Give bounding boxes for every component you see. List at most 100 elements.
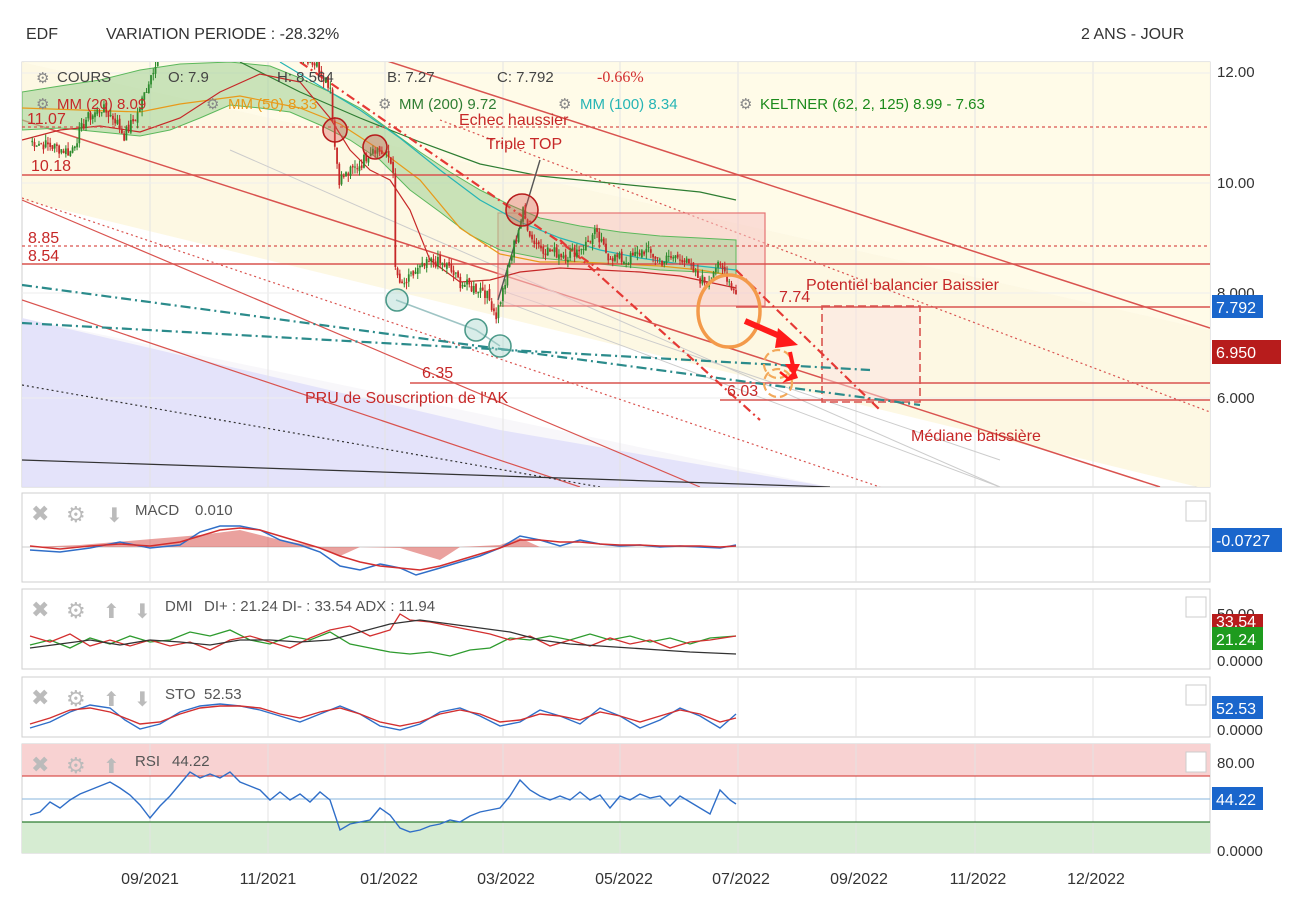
gear-icon[interactable]: ⚙ <box>66 686 86 711</box>
legend-close: C: 7.792 <box>497 69 554 86</box>
candle-body <box>349 166 352 176</box>
gear-icon[interactable]: ⚙ <box>36 70 49 87</box>
candle-body <box>663 261 666 264</box>
panel-checkbox[interactable] <box>1185 751 1207 773</box>
candle-body <box>253 36 255 41</box>
rsi-panel[interactable]: ✖ ⚙ ⬆ RSI 44.22 80.00 0.0000 44.22 <box>21 743 1263 860</box>
gear-icon[interactable]: ⚙ <box>739 96 752 113</box>
legend-mm200: MM (200) 9.72 <box>399 96 497 113</box>
arrow-down-icon[interactable]: ⬇ <box>134 601 151 623</box>
x-tick-label: 11/2021 <box>240 871 297 888</box>
main-price-panel[interactable]: Echec haussier Triple TOP Potentiel bala… <box>21 10 1281 490</box>
candle-body <box>519 221 522 229</box>
candle-body <box>533 240 536 244</box>
dmi-axis-bottom: 0.0000 <box>1217 653 1263 670</box>
close-icon[interactable]: ✖ <box>31 752 49 777</box>
candle-body <box>285 51 287 52</box>
candle-body <box>425 259 428 268</box>
candle-body <box>367 158 370 163</box>
gear-icon[interactable]: ⚙ <box>36 96 49 113</box>
arrow-down-icon[interactable]: ⬇ <box>134 689 151 711</box>
close-icon[interactable]: ✖ <box>31 685 49 710</box>
candle-body <box>318 62 321 73</box>
panel-checkbox[interactable] <box>1185 684 1207 706</box>
channel-mid-line <box>22 199 701 487</box>
close-icon[interactable]: ✖ <box>31 597 49 622</box>
candle-body <box>78 127 81 144</box>
gear-icon[interactable]: ⚙ <box>66 753 86 778</box>
panel-checkbox[interactable] <box>1185 596 1207 618</box>
candle-body <box>269 42 271 43</box>
candle-body <box>674 255 677 259</box>
candle-body <box>627 263 630 265</box>
candle-body <box>575 249 578 257</box>
grey-fan-1 <box>229 149 1001 487</box>
candle-body <box>672 257 675 259</box>
candle-body <box>703 277 706 284</box>
svg-text:33.54: 33.54 <box>1216 614 1256 631</box>
gear-icon[interactable]: ⚙ <box>66 502 86 527</box>
legend-low: B: 7.27 <box>387 69 435 86</box>
candle-body <box>333 120 336 147</box>
candle-body <box>569 251 572 258</box>
candle-body <box>103 104 105 113</box>
gear-icon[interactable]: ⚙ <box>378 96 391 113</box>
candle-body <box>618 253 621 259</box>
candle-body <box>600 239 603 242</box>
candle-body <box>690 263 693 265</box>
candle-body <box>136 112 139 123</box>
candle-body <box>55 144 58 146</box>
candle-body <box>202 41 204 43</box>
candle-body <box>584 241 587 251</box>
candle-body <box>416 267 419 274</box>
macd-panel[interactable]: ✖ ⚙ ⬇ MACD 0.010 -0.0727 <box>21 492 1282 583</box>
gear-icon[interactable]: ⚙ <box>66 598 86 623</box>
candle-body <box>625 263 628 265</box>
gear-icon[interactable]: ⚙ <box>558 96 571 113</box>
candle-body <box>580 249 583 251</box>
candle-body <box>42 144 45 150</box>
candle-body <box>40 143 43 145</box>
arrow-up-icon[interactable]: ⬆ <box>103 756 120 778</box>
candle-body <box>190 47 192 48</box>
candle-body <box>141 97 143 110</box>
dmi-panel[interactable]: ✖ ⚙ ⬆ ⬇ DMI DI+ : 21.24 DI- : 33.54 ADX … <box>21 588 1263 670</box>
candle-body <box>412 270 415 276</box>
candle-body <box>495 312 498 320</box>
candle-body <box>696 270 699 278</box>
candle-body <box>120 129 123 134</box>
gear-icon[interactable]: ⚙ <box>206 96 219 113</box>
arrow-up-icon[interactable]: ⬆ <box>103 601 120 623</box>
rsi-overbought-zone <box>22 744 1210 776</box>
candle-body <box>596 228 598 232</box>
sto-panel[interactable]: ✖ ⚙ ⬆ ⬇ STO 52.53 0.0000 52.53 <box>21 676 1263 739</box>
candle-body <box>454 272 457 274</box>
x-tick-label: 09/2022 <box>830 871 888 888</box>
close-icon[interactable]: ✖ <box>31 501 49 526</box>
period-selector[interactable]: 2 ANS - JOUR <box>1081 26 1185 43</box>
arrow-up-icon[interactable]: ⬆ <box>103 689 120 711</box>
candle-body <box>260 37 262 45</box>
annotation-mediane: Médiane baissière <box>911 428 1041 445</box>
candle-body <box>414 271 417 274</box>
panel-checkbox[interactable] <box>1185 500 1207 522</box>
candle-body <box>475 284 477 293</box>
candle-body <box>643 251 646 255</box>
x-tick-label: 11/2022 <box>950 871 1007 888</box>
y-tick-label: 10.00 <box>1217 175 1255 192</box>
mm200-line <box>239 62 737 201</box>
candle-body <box>490 301 493 311</box>
candle-body <box>215 40 217 43</box>
channel-lines <box>22 62 1210 487</box>
candle-body <box>258 35 260 36</box>
candle-body <box>407 274 410 282</box>
candle-body <box>712 272 715 281</box>
candle-body <box>31 140 34 143</box>
level-label-603: 6.03 <box>727 383 758 400</box>
candle-body <box>356 168 359 170</box>
candle-body <box>504 285 507 290</box>
channel-top-line <box>387 62 1210 329</box>
arrow-down-icon[interactable]: ⬇ <box>106 505 123 527</box>
candle-body <box>287 51 289 53</box>
